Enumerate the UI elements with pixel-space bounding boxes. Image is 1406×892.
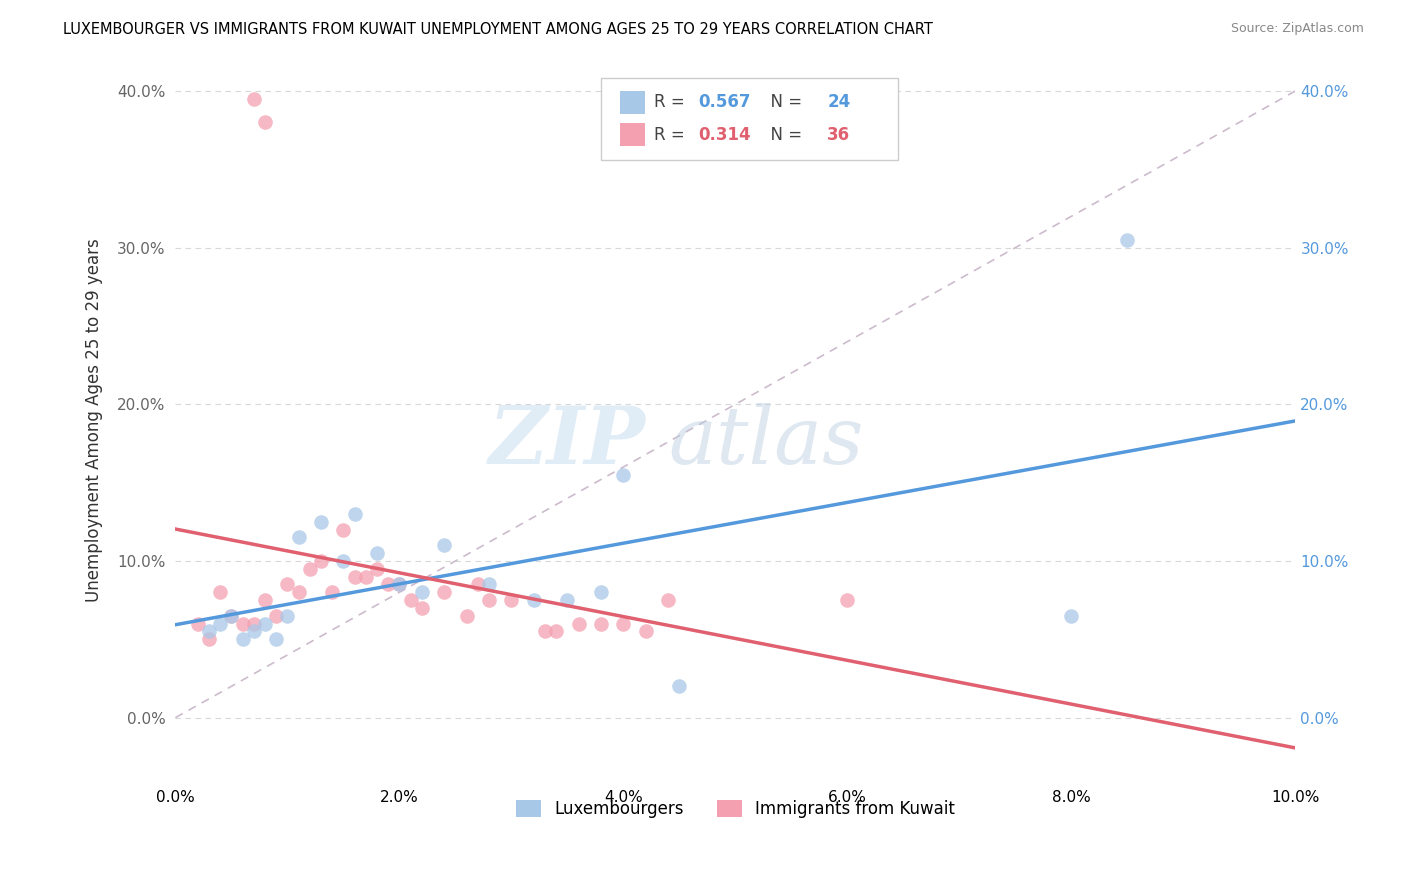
Point	[366, 562, 388, 576]
Point	[534, 624, 557, 639]
Text: ZIP: ZIP	[489, 403, 645, 480]
Text: R =: R =	[654, 93, 690, 112]
Point	[589, 585, 612, 599]
Point	[232, 632, 254, 647]
Text: R =: R =	[654, 126, 690, 144]
Text: atlas: atlas	[668, 403, 863, 480]
Legend: Luxembourgers, Immigrants from Kuwait: Luxembourgers, Immigrants from Kuwait	[508, 791, 963, 826]
Point	[232, 616, 254, 631]
Point	[1060, 608, 1083, 623]
Point	[209, 585, 232, 599]
Point	[243, 616, 266, 631]
FancyBboxPatch shape	[620, 123, 645, 146]
Point	[354, 569, 377, 583]
Point	[221, 608, 243, 623]
Point	[264, 608, 287, 623]
Point	[399, 593, 422, 607]
Point	[612, 616, 634, 631]
Point	[309, 515, 332, 529]
Y-axis label: Unemployment Among Ages 25 to 29 years: Unemployment Among Ages 25 to 29 years	[86, 238, 103, 602]
Text: N =: N =	[761, 93, 807, 112]
Point	[187, 616, 209, 631]
Point	[411, 585, 433, 599]
Point	[478, 593, 501, 607]
Point	[198, 632, 221, 647]
Text: Source: ZipAtlas.com: Source: ZipAtlas.com	[1230, 22, 1364, 36]
Point	[343, 507, 366, 521]
Point	[332, 523, 354, 537]
Text: 36: 36	[827, 126, 851, 144]
Point	[433, 538, 456, 552]
Point	[332, 554, 354, 568]
Point	[589, 616, 612, 631]
Point	[264, 632, 287, 647]
Point	[388, 577, 411, 591]
Point	[221, 608, 243, 623]
Text: LUXEMBOURGER VS IMMIGRANTS FROM KUWAIT UNEMPLOYMENT AMONG AGES 25 TO 29 YEARS CO: LUXEMBOURGER VS IMMIGRANTS FROM KUWAIT U…	[63, 22, 934, 37]
Point	[411, 601, 433, 615]
Point	[377, 577, 399, 591]
Point	[321, 585, 343, 599]
Point	[557, 593, 579, 607]
Text: 24: 24	[827, 93, 851, 112]
Point	[388, 577, 411, 591]
FancyBboxPatch shape	[600, 78, 898, 161]
FancyBboxPatch shape	[620, 91, 645, 113]
Point	[243, 624, 266, 639]
Point	[276, 577, 298, 591]
Point	[253, 593, 276, 607]
Point	[253, 115, 276, 129]
Point	[287, 531, 309, 545]
Point	[366, 546, 388, 560]
Point	[612, 467, 634, 482]
Point	[276, 608, 298, 623]
Text: 0.314: 0.314	[699, 126, 751, 144]
Point	[467, 577, 489, 591]
Point	[433, 585, 456, 599]
Point	[634, 624, 657, 639]
Point	[287, 585, 309, 599]
Point	[668, 679, 690, 693]
Point	[343, 569, 366, 583]
Point	[523, 593, 546, 607]
Text: N =: N =	[761, 126, 807, 144]
Point	[837, 593, 859, 607]
Point	[456, 608, 478, 623]
Point	[298, 562, 321, 576]
Point	[253, 616, 276, 631]
Point	[501, 593, 523, 607]
Point	[657, 593, 679, 607]
Point	[568, 616, 591, 631]
Point	[209, 616, 232, 631]
Point	[1116, 233, 1139, 247]
Point	[198, 624, 221, 639]
Text: 0.567: 0.567	[699, 93, 751, 112]
Point	[243, 92, 266, 106]
Point	[309, 554, 332, 568]
Point	[478, 577, 501, 591]
Point	[546, 624, 568, 639]
